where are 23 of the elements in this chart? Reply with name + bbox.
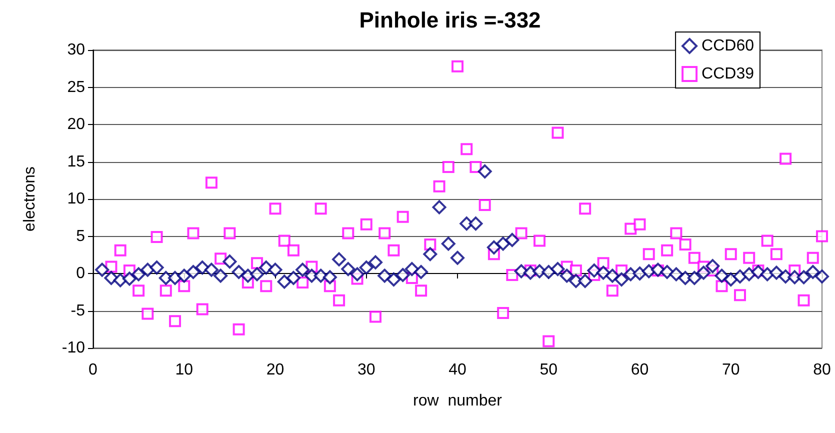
y-tick-label: 20 bbox=[67, 116, 86, 133]
y-axis-title: electrons bbox=[22, 166, 38, 232]
y-tick-label: 5 bbox=[76, 228, 86, 245]
y-tick-label: 30 bbox=[67, 42, 86, 58]
x-tick-label: 80 bbox=[813, 362, 831, 378]
y-tick-label: 25 bbox=[67, 78, 86, 96]
x-tick-label: 0 bbox=[88, 362, 98, 378]
x-tick-label: 10 bbox=[175, 362, 194, 378]
y-tick-label: 0 bbox=[76, 265, 86, 282]
y-tick-label: -10 bbox=[62, 340, 86, 356]
x-tick-label: 30 bbox=[357, 362, 376, 378]
legend-label: CCD60 bbox=[702, 38, 754, 54]
x-tick-label: 70 bbox=[722, 362, 740, 378]
x-tick-label: 60 bbox=[630, 362, 649, 378]
y-tick-label: -5 bbox=[70, 302, 86, 320]
x-tick-label: 40 bbox=[448, 362, 466, 378]
y-tick-label: 15 bbox=[67, 153, 86, 170]
legend-label: CCD39 bbox=[702, 66, 754, 82]
y-tick-label: 10 bbox=[67, 190, 86, 208]
x-axis-title: row number bbox=[413, 392, 503, 410]
x-tick-label: 20 bbox=[266, 362, 284, 378]
x-tick-label: 50 bbox=[540, 362, 558, 378]
chart-title: Pinhole iris =-332 bbox=[359, 8, 541, 32]
